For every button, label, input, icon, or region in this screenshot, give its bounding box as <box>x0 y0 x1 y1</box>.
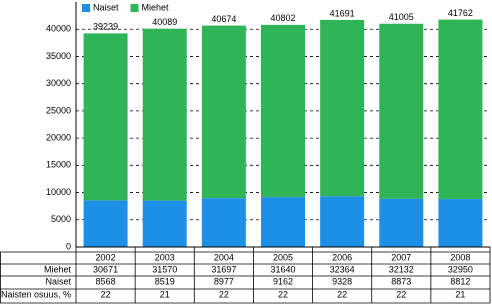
total-label: 40089 <box>152 17 177 27</box>
bar-segment <box>261 197 305 247</box>
x-tick-label: 2004 <box>214 252 234 262</box>
y-tick-label: 10000 <box>46 187 71 197</box>
bar-segment <box>83 33 128 201</box>
total-label: 41691 <box>330 8 355 18</box>
table-row-label: Naisten osuus, % <box>1 289 71 299</box>
x-tick-label: 2003 <box>155 252 175 262</box>
x-tick-label: 2007 <box>391 252 411 262</box>
x-tick-label: 2005 <box>273 252 293 262</box>
bar-segment <box>201 25 246 199</box>
table-cell: 9328 <box>332 276 352 286</box>
table-cell: 22 <box>396 289 406 299</box>
y-tick-label: 0 <box>66 241 71 251</box>
table-cell: 32950 <box>448 264 473 274</box>
table-cell: 8568 <box>96 276 116 286</box>
total-label: 41762 <box>448 8 473 18</box>
table-row-label: Naiset <box>45 276 71 286</box>
y-tick-label: 40000 <box>46 24 71 34</box>
bar-segment <box>438 19 483 200</box>
y-tick-label: 5000 <box>51 214 71 224</box>
y-tick-label: 15000 <box>46 160 71 170</box>
table-cell: 30671 <box>93 264 118 274</box>
table-cell: 8873 <box>391 276 411 286</box>
y-tick-label: 30000 <box>46 78 71 88</box>
table-cell: 8519 <box>155 276 175 286</box>
bar-segment <box>261 24 305 198</box>
table-cell: 21 <box>160 289 170 299</box>
y-tick-label: 20000 <box>46 132 71 142</box>
table-cell: 21 <box>455 289 465 299</box>
table-cell: 32132 <box>389 264 414 274</box>
x-tick-label: 2006 <box>332 252 352 262</box>
table-cell: 32364 <box>330 264 355 274</box>
legend-label: Miehet <box>142 2 170 12</box>
bar-segment <box>320 196 365 247</box>
table-cell: 8977 <box>214 276 234 286</box>
table-cell: 31570 <box>152 264 177 274</box>
table-cell: 22 <box>101 289 111 299</box>
x-tick-label: 2002 <box>96 252 116 262</box>
bar-segment <box>142 200 187 247</box>
y-tick-label: 35000 <box>46 51 71 61</box>
bar-segment <box>201 198 246 247</box>
bar-segment <box>320 20 365 197</box>
bar-segment <box>142 28 187 201</box>
total-label: 40674 <box>211 14 236 24</box>
table-cell: 22 <box>219 289 229 299</box>
total-label: 40802 <box>270 13 295 23</box>
total-label: 41005 <box>389 12 414 22</box>
table-cell: 8812 <box>450 276 470 286</box>
legend-label: Naiset <box>93 2 119 12</box>
bar-segment <box>438 199 483 247</box>
bar-segment <box>379 198 424 247</box>
table-cell: 22 <box>278 289 288 299</box>
table-cell: 31640 <box>270 264 295 274</box>
table-cell: 22 <box>337 289 347 299</box>
total-label: 39239 <box>93 22 118 32</box>
table-row-label: Miehet <box>44 264 72 274</box>
legend-swatch <box>82 4 90 12</box>
table-cell: 9162 <box>273 276 293 286</box>
table-cell: 31697 <box>211 264 236 274</box>
y-tick-label: 25000 <box>46 105 71 115</box>
bar-segment <box>83 200 128 247</box>
x-tick-label: 2008 <box>450 252 470 262</box>
legend-swatch <box>130 4 139 12</box>
bar-segment <box>379 23 424 199</box>
